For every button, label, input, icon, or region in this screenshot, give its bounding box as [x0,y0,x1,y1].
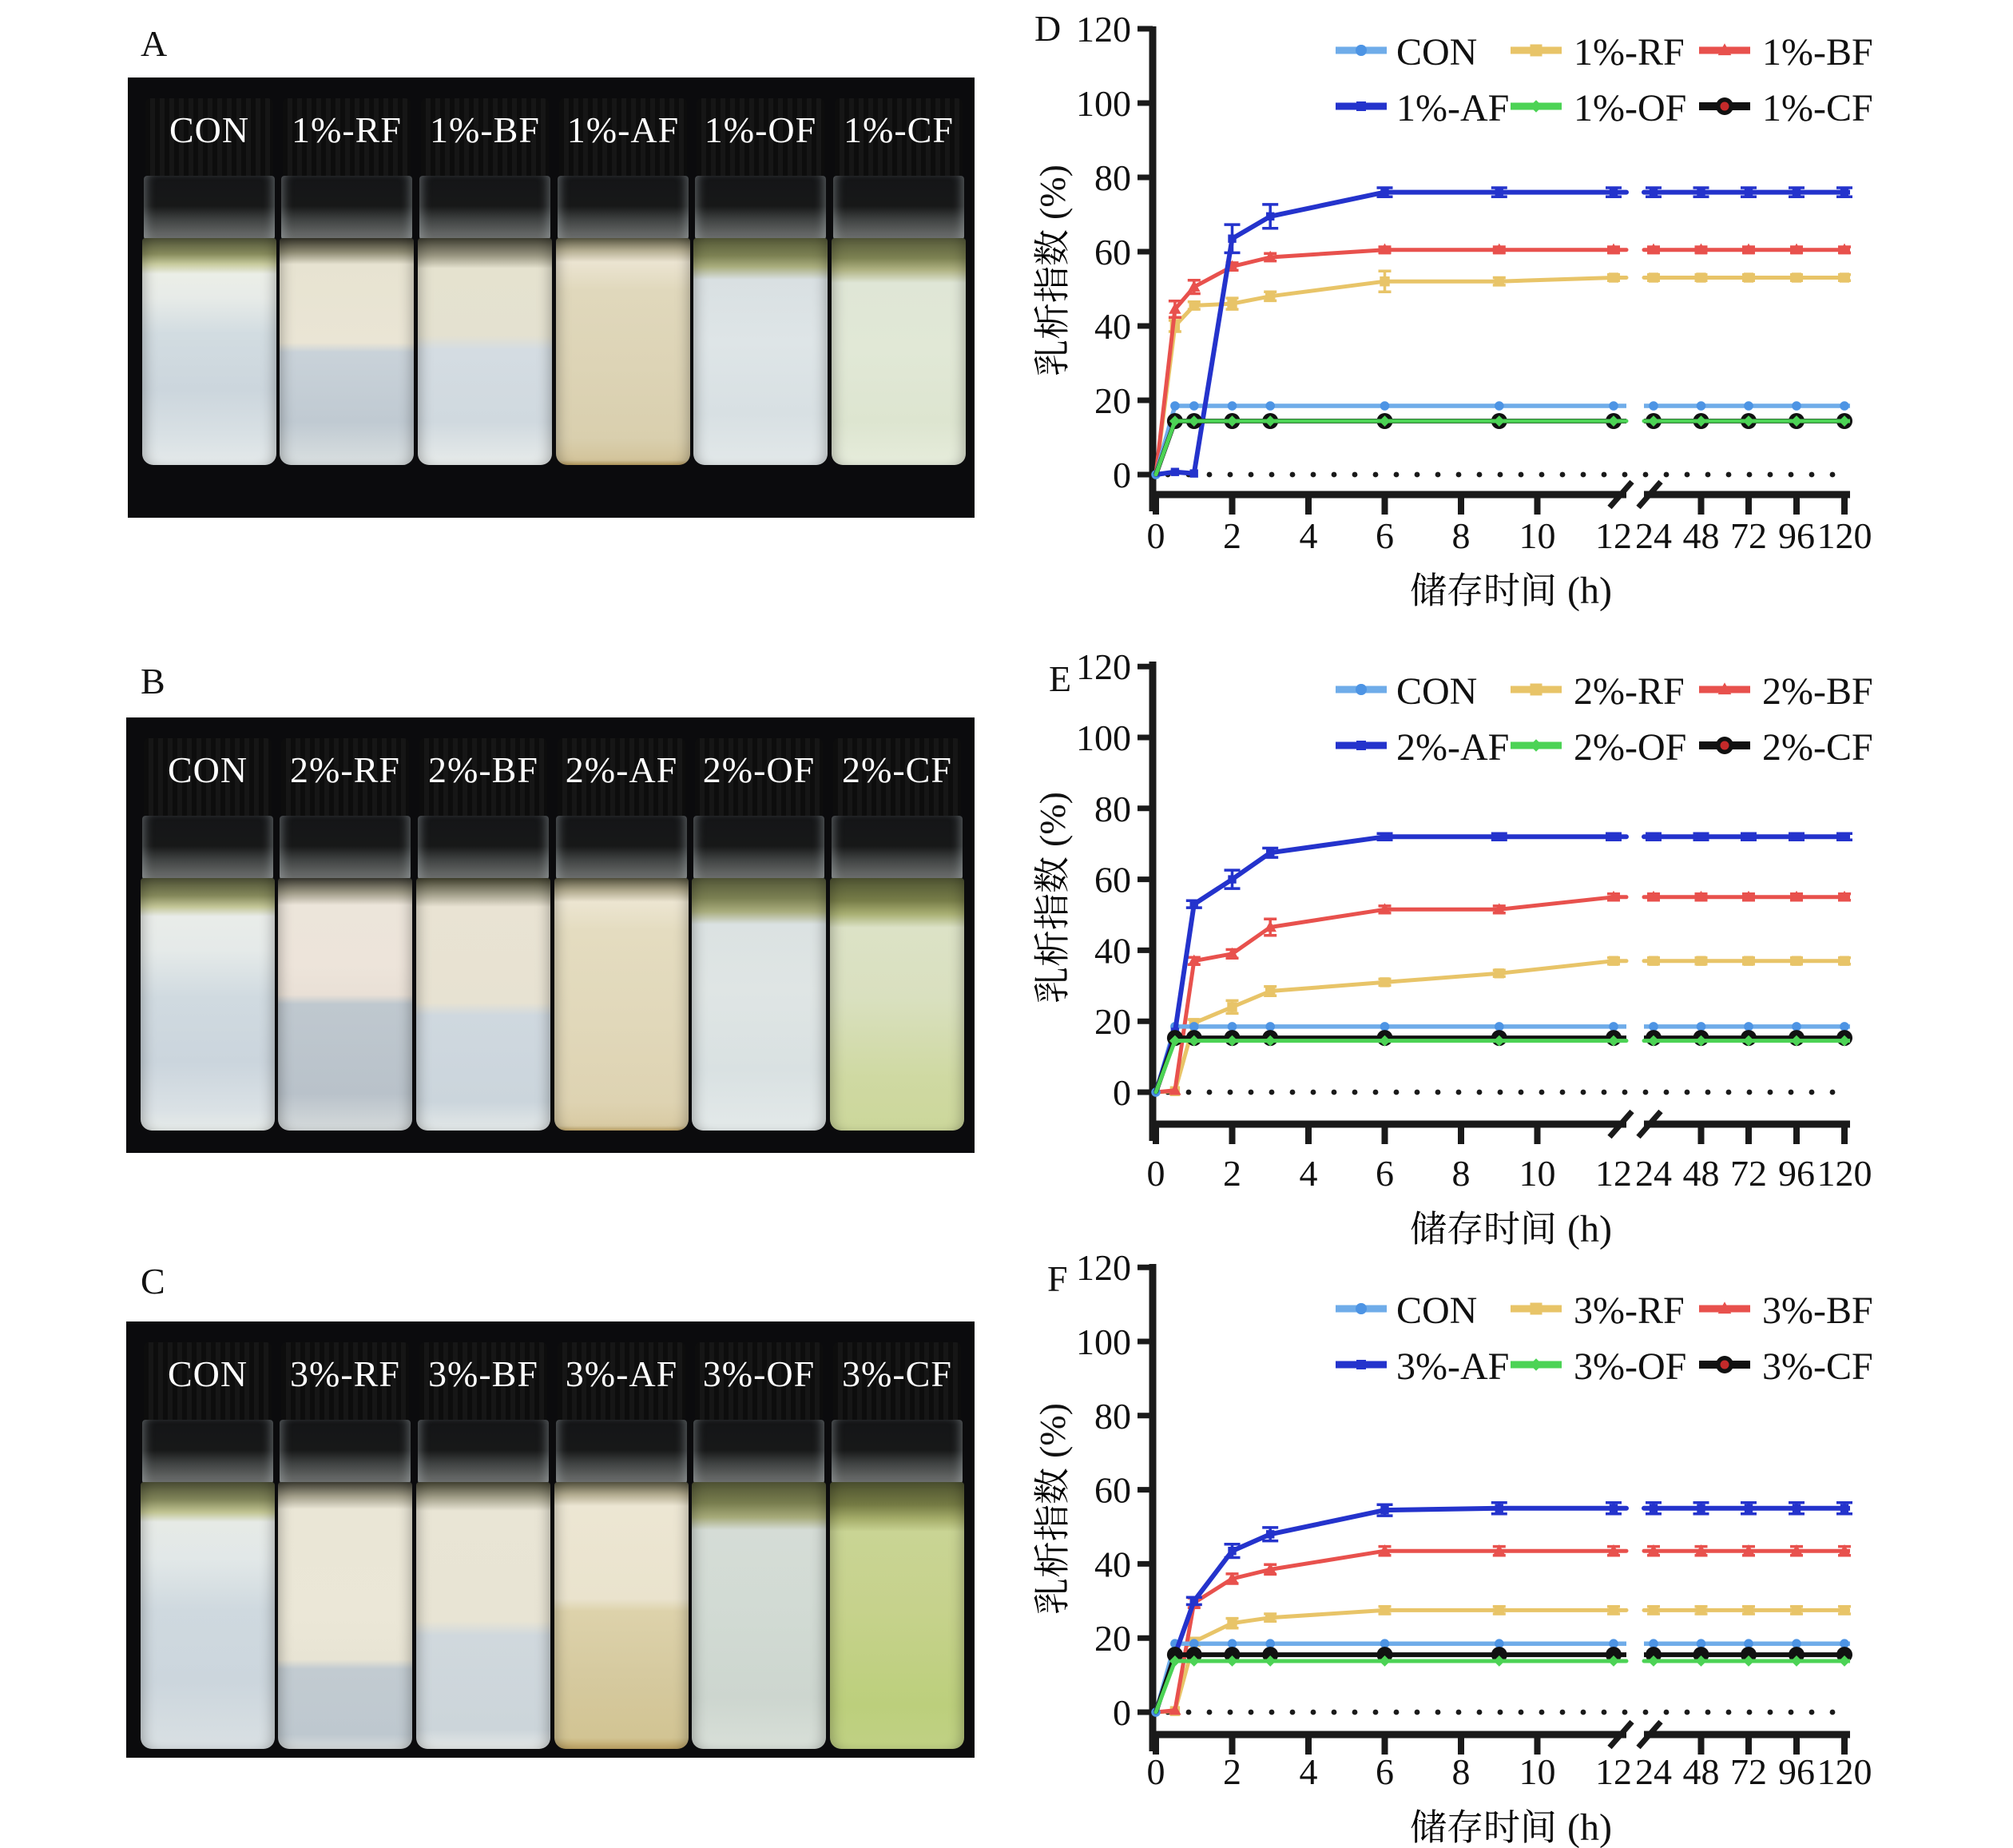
svg-text:20: 20 [1094,1618,1131,1659]
svg-text:120: 120 [1817,1751,1872,1792]
svg-text:12: 12 [1595,515,1632,556]
svg-text:E: E [1049,658,1071,699]
svg-text:4: 4 [1300,1751,1318,1792]
svg-text:2: 2 [1223,515,1241,556]
svg-text:(h): (h) [1567,570,1612,612]
svg-text:CON: CON [1396,31,1477,74]
svg-text:100: 100 [1076,1321,1131,1362]
svg-text:48: 48 [1683,515,1720,556]
svg-text:48: 48 [1683,1751,1720,1792]
svg-text:2: 2 [1223,1153,1241,1194]
svg-text:20: 20 [1094,1001,1131,1042]
svg-text:1%-CF: 1%-CF [1762,87,1873,129]
svg-text:3%-RF: 3%-RF [1574,1290,1685,1332]
svg-text:3%-BF: 3%-BF [1762,1290,1873,1332]
svg-text:40: 40 [1094,306,1131,347]
svg-text:2%-BF: 2%-BF [1762,670,1873,713]
svg-text:72: 72 [1730,1153,1767,1194]
svg-text:72: 72 [1730,1751,1767,1792]
svg-text:8: 8 [1452,1751,1471,1792]
svg-text:48: 48 [1683,1153,1720,1194]
svg-text:40: 40 [1094,930,1131,971]
svg-text:6: 6 [1376,1751,1394,1792]
svg-text:96: 96 [1778,1153,1815,1194]
svg-text:2%-OF: 2%-OF [1574,726,1686,769]
svg-text:24: 24 [1635,1751,1672,1792]
svg-text:8: 8 [1452,1153,1471,1194]
svg-text:24: 24 [1635,515,1672,556]
svg-text:6: 6 [1376,515,1394,556]
svg-text:120: 120 [1076,9,1131,50]
svg-text:120: 120 [1076,646,1131,687]
svg-text:0: 0 [1147,1153,1165,1194]
svg-text:0: 0 [1113,1072,1131,1113]
svg-text:72: 72 [1730,515,1767,556]
svg-text:60: 60 [1094,860,1131,900]
svg-text:(%): (%) [1032,165,1073,220]
svg-text:1%-RF: 1%-RF [1574,31,1685,74]
svg-text:12: 12 [1595,1153,1632,1194]
svg-text:3%-AF: 3%-AF [1396,1345,1509,1388]
svg-text:(h): (h) [1567,1208,1612,1250]
svg-text:(%): (%) [1032,1403,1073,1458]
svg-text:CON: CON [1396,670,1477,713]
svg-text:10: 10 [1519,515,1556,556]
svg-text:10: 10 [1519,1153,1556,1194]
svg-text:3%-OF: 3%-OF [1574,1345,1686,1388]
svg-text:120: 120 [1817,1153,1872,1194]
svg-text:96: 96 [1778,1751,1815,1792]
svg-text:1%-OF: 1%-OF [1574,87,1686,129]
svg-text:2%-AF: 2%-AF [1396,726,1509,769]
svg-text:80: 80 [1094,789,1131,829]
svg-text:F: F [1047,1258,1068,1299]
svg-text:8: 8 [1452,515,1471,556]
svg-text:0: 0 [1113,1692,1131,1733]
svg-text:96: 96 [1778,515,1815,556]
svg-text:6: 6 [1376,1153,1394,1194]
svg-text:2%-CF: 2%-CF [1762,726,1873,769]
svg-text:60: 60 [1094,232,1131,272]
svg-text:(%): (%) [1032,792,1073,847]
svg-text:4: 4 [1300,1153,1318,1194]
svg-text:12: 12 [1595,1751,1632,1792]
svg-text:0: 0 [1147,515,1165,556]
svg-text:D: D [1034,8,1061,49]
svg-text:0: 0 [1147,1751,1165,1792]
svg-text:24: 24 [1635,1153,1672,1194]
svg-text:1%-AF: 1%-AF [1396,87,1509,129]
svg-text:CON: CON [1396,1290,1477,1332]
svg-text:80: 80 [1094,1396,1131,1437]
svg-text:(h): (h) [1567,1806,1612,1848]
svg-text:2%-RF: 2%-RF [1574,670,1685,713]
svg-text:100: 100 [1076,717,1131,758]
svg-text:80: 80 [1094,157,1131,198]
svg-text:4: 4 [1300,515,1318,556]
svg-text:40: 40 [1094,1544,1131,1584]
svg-text:10: 10 [1519,1751,1556,1792]
svg-text:120: 120 [1817,515,1872,556]
svg-text:100: 100 [1076,83,1131,124]
svg-text:3%-CF: 3%-CF [1762,1345,1873,1388]
svg-text:2: 2 [1223,1751,1241,1792]
svg-text:1%-BF: 1%-BF [1762,31,1873,74]
svg-text:0: 0 [1113,455,1131,495]
svg-text:20: 20 [1094,380,1131,421]
svg-text:60: 60 [1094,1470,1131,1511]
svg-text:120: 120 [1076,1247,1131,1288]
